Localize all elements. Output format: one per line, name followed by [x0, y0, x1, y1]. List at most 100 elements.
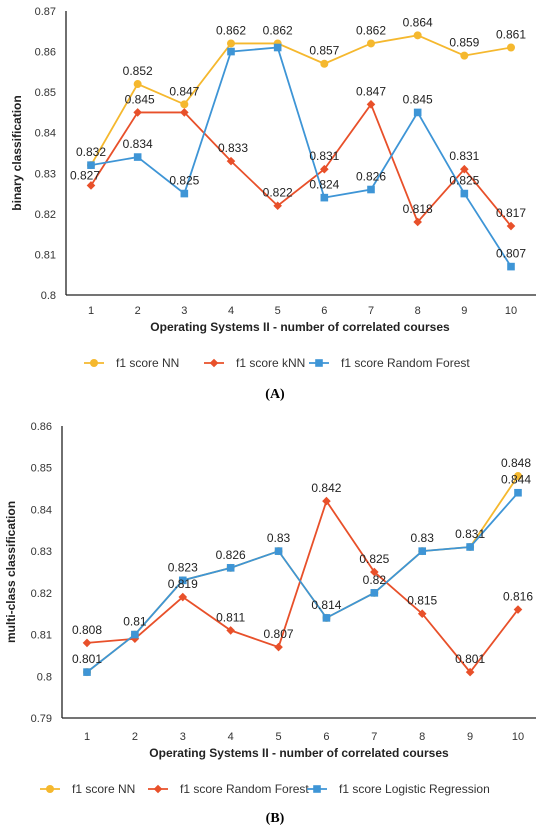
y-tick-label: 0.82: [35, 209, 56, 221]
data-point: [82, 638, 92, 648]
data-point: [133, 108, 142, 117]
x-tick-label: 1: [88, 305, 94, 317]
x-tick-label: 9: [467, 731, 473, 743]
data-point: [514, 472, 522, 481]
data-point: [506, 221, 516, 231]
y-tick-label: 0.82: [31, 588, 52, 600]
series-line: [86, 492, 519, 673]
data-label: 0.859: [449, 36, 479, 50]
data-point: [227, 39, 235, 48]
y-tick-label: 0.81: [31, 630, 52, 642]
data-point: [180, 189, 189, 198]
data-label: 0.857: [309, 44, 339, 58]
series-line: [90, 46, 512, 268]
legend-item: f1 score NN: [40, 782, 135, 796]
figure-caption: (A): [265, 387, 285, 402]
series-line: [90, 34, 512, 166]
data-label: 0.825: [169, 174, 199, 188]
data-point: [366, 100, 376, 109]
x-axis-title: Operating Systems II - number of correla…: [149, 746, 449, 760]
data-label: 0.831: [449, 149, 479, 163]
figure-caption: (B): [266, 811, 285, 826]
data-point: [418, 547, 427, 555]
data-point: [413, 217, 422, 227]
data-label: 0.845: [403, 92, 433, 106]
data-point: [131, 630, 139, 639]
data-label: 0.807: [496, 247, 526, 261]
data-point: [370, 589, 379, 597]
data-label: 0.864: [403, 15, 433, 29]
y-tick-label: 0.81: [35, 249, 56, 261]
data-label: 0.862: [356, 23, 386, 37]
data-point: [226, 626, 235, 635]
data-point: [180, 100, 189, 109]
data-point: [227, 47, 235, 56]
data-label: 0.847: [356, 84, 386, 98]
data-label: 0.831: [455, 527, 485, 541]
data-point: [413, 108, 422, 117]
legend-item: f1 score kNN: [204, 356, 305, 370]
y-tick-label: 0.86: [35, 47, 56, 59]
x-tick-label: 5: [275, 731, 281, 743]
data-point: [178, 592, 188, 602]
data-label: 0.822: [263, 186, 293, 200]
data-point: [226, 156, 236, 166]
legend-item: f1 score Random Forest: [309, 356, 470, 370]
data-point: [273, 43, 282, 52]
x-tick-label: 9: [461, 305, 467, 317]
legend-item: f1 score Logistic Regression: [307, 782, 490, 796]
data-label: 0.826: [216, 548, 246, 562]
y-tick-label: 0.86: [31, 421, 52, 433]
y-tick-label: 0.85: [35, 87, 56, 99]
legend-label: f1 score NN: [72, 782, 135, 796]
data-point: [86, 181, 96, 190]
data-label: 0.816: [503, 590, 533, 604]
data-label: 0.831: [309, 149, 339, 163]
legend-marker: [313, 785, 321, 793]
y-tick-label: 0.79: [31, 713, 52, 725]
data-point: [322, 496, 331, 506]
data-label: 0.808: [72, 623, 102, 637]
legend-label: f1 score Random Forest: [180, 782, 309, 796]
data-label: 0.819: [168, 577, 198, 591]
data-label: 0.823: [168, 560, 198, 574]
data-label: 0.801: [455, 652, 485, 666]
series-3: [83, 488, 522, 676]
series-line: [86, 499, 519, 674]
data-label: 0.832: [76, 145, 106, 159]
data-point: [460, 164, 469, 174]
data-point: [178, 576, 187, 585]
data-label: 0.862: [216, 23, 246, 37]
data-point: [460, 51, 469, 60]
data-point: [83, 668, 91, 676]
data-point: [507, 43, 515, 52]
data-point: [507, 262, 515, 271]
legend-marker: [90, 359, 98, 367]
x-tick-label: 2: [132, 731, 138, 743]
x-tick-label: 2: [135, 305, 141, 317]
data-label: 0.848: [501, 456, 531, 470]
data-point: [413, 31, 422, 40]
data-point: [466, 543, 474, 551]
x-tick-label: 7: [371, 731, 377, 743]
data-label: 0.844: [501, 473, 531, 487]
y-tick-label: 0.84: [31, 504, 52, 516]
legend-marker: [153, 784, 163, 794]
data-point: [320, 59, 329, 68]
data-point: [513, 605, 523, 614]
chart-b: 0.79 0.8 0.81 0.82 0.83 0.84 0.85 0.86 1 2 3 4 5 6 7 8 9…: [4, 421, 536, 826]
data-label: 0.826: [356, 170, 386, 184]
data-point: [417, 609, 427, 619]
data-label: 0.807: [264, 627, 294, 641]
legend: f1 score NN f1 score kNN f1 score Random F…: [84, 356, 470, 370]
series-3: [87, 43, 515, 271]
data-point: [320, 193, 329, 202]
x-tick-label: 8: [419, 731, 425, 743]
x-tick-label: 7: [368, 305, 374, 317]
data-point: [133, 80, 142, 89]
legend-item: f1 score Random Forest: [148, 782, 309, 796]
data-point: [460, 189, 469, 198]
data-label: 0.83: [267, 531, 291, 545]
data-label: 0.825: [359, 552, 389, 566]
x-tick-label: 10: [512, 731, 524, 743]
